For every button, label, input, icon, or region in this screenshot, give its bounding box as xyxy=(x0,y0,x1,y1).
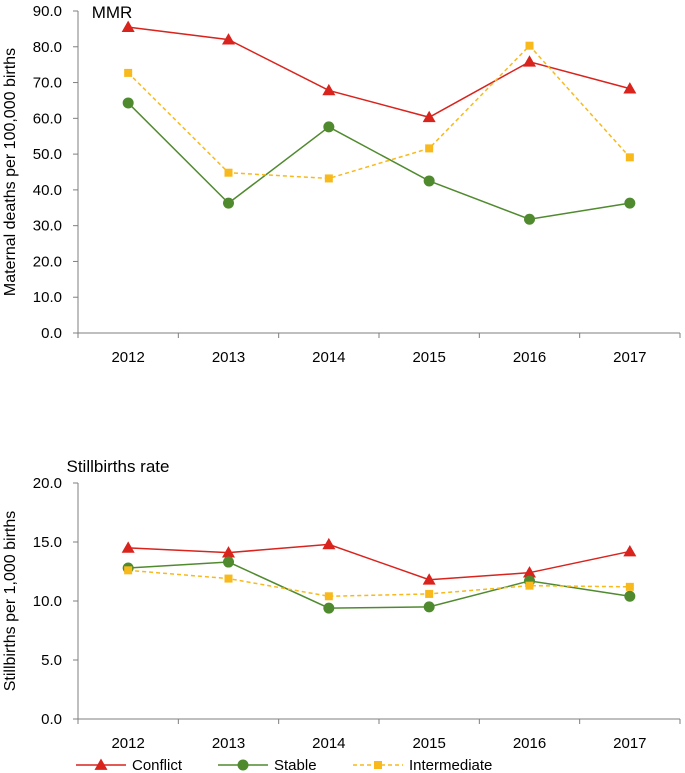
data-point-intermediate xyxy=(124,68,133,77)
data-point-intermediate xyxy=(625,153,634,162)
x-tick-label: 2016 xyxy=(513,735,546,752)
legend-marker-intermediate xyxy=(374,761,382,769)
data-point-stable xyxy=(524,213,535,225)
y-tick-label: 70.0 xyxy=(33,75,62,92)
y-tick-label: 50.0 xyxy=(33,146,62,163)
y-tick-label: 30.0 xyxy=(33,218,62,235)
data-point-conflict xyxy=(623,82,637,94)
data-point-stable xyxy=(223,556,234,568)
x-tick-label: 2014 xyxy=(312,735,345,752)
y-axis-title: Stillbirths per 1,000 births xyxy=(2,511,19,692)
y-tick-label: 90.0 xyxy=(33,3,62,20)
data-point-intermediate xyxy=(525,41,534,50)
data-point-stable xyxy=(423,175,435,187)
y-tick-label: 0.0 xyxy=(41,325,62,342)
stillbirths-chart: 0.0 5.0 10.0 15.0 20.0 2012 2013 2014 2015 2016 20… xyxy=(2,457,681,752)
data-point-intermediate xyxy=(425,144,434,153)
data-point-stable xyxy=(423,601,435,613)
y-tick-label: 40.0 xyxy=(33,182,62,199)
data-point-intermediate xyxy=(324,592,333,601)
legend: Conflict Stable Intermediate xyxy=(76,757,492,773)
y-tick-label: 10.0 xyxy=(33,289,62,306)
data-point-conflict xyxy=(422,573,436,585)
data-point-conflict xyxy=(523,566,536,578)
data-point-conflict xyxy=(222,33,235,45)
y-tick-label: 0.0 xyxy=(41,711,62,728)
data-point-stable xyxy=(624,197,636,209)
x-tick-label: 2016 xyxy=(513,349,546,366)
data-point-intermediate xyxy=(124,566,133,575)
data-point-intermediate xyxy=(525,581,534,590)
data-point-stable xyxy=(223,197,234,209)
y-axis-title: Maternal deaths per 100,000 births xyxy=(2,48,19,296)
legend-marker-conflict xyxy=(94,758,108,770)
y-tick-label: 60.0 xyxy=(33,110,62,127)
data-point-intermediate xyxy=(224,574,233,583)
series-line-intermediate xyxy=(128,569,630,598)
x-tick-label: 2012 xyxy=(111,735,144,752)
x-tick-label: 2013 xyxy=(212,735,245,752)
data-point-conflict xyxy=(523,55,536,67)
data-point-conflict xyxy=(322,83,336,96)
data-point-conflict xyxy=(121,20,135,32)
data-point-conflict xyxy=(121,541,135,553)
data-point-intermediate xyxy=(625,582,634,591)
series-line-conflict xyxy=(128,543,630,581)
x-tick-label: 2013 xyxy=(212,349,245,366)
x-tick-label: 2015 xyxy=(412,735,445,752)
data-point-stable xyxy=(624,590,636,602)
data-point-conflict xyxy=(222,546,235,558)
data-point-intermediate xyxy=(425,589,434,598)
data-point-conflict xyxy=(322,537,336,550)
series-line-stable xyxy=(127,102,630,220)
data-point-stable xyxy=(323,121,335,133)
chart-title: Stillbirths rate xyxy=(67,457,170,476)
legend-label: Stable xyxy=(274,757,317,773)
x-tick-label: 2017 xyxy=(613,735,646,752)
y-tick-label: 80.0 xyxy=(33,39,62,56)
series-line-intermediate xyxy=(127,44,631,180)
x-tick-label: 2017 xyxy=(613,349,646,366)
y-tick-label: 20.0 xyxy=(33,253,62,270)
chart-title: MMR xyxy=(92,3,133,22)
data-point-conflict xyxy=(623,544,637,557)
y-tick-label: 20.0 xyxy=(33,475,62,492)
y-tick-label: 10.0 xyxy=(33,593,62,610)
y-tick-label: 15.0 xyxy=(33,534,62,551)
legend-label: Conflict xyxy=(132,757,183,773)
y-tick-label: 5.0 xyxy=(41,652,62,669)
data-point-intermediate xyxy=(324,174,333,183)
x-tick-label: 2014 xyxy=(312,349,345,366)
data-point-stable xyxy=(122,97,134,109)
legend-marker-stable xyxy=(237,759,249,771)
data-point-stable xyxy=(323,602,335,614)
mmr-chart: 0.0 10.0 20.0 30.0 40.0 50.0 60.0 70.0 80.0 90.0 2… xyxy=(2,3,681,366)
data-point-intermediate xyxy=(224,168,233,177)
x-tick-label: 2015 xyxy=(412,349,445,366)
x-tick-label: 2012 xyxy=(111,349,144,366)
legend-label: Intermediate xyxy=(409,757,492,773)
data-point-conflict xyxy=(422,110,436,123)
series-line-conflict xyxy=(128,26,631,119)
series-line-stable xyxy=(128,561,630,609)
